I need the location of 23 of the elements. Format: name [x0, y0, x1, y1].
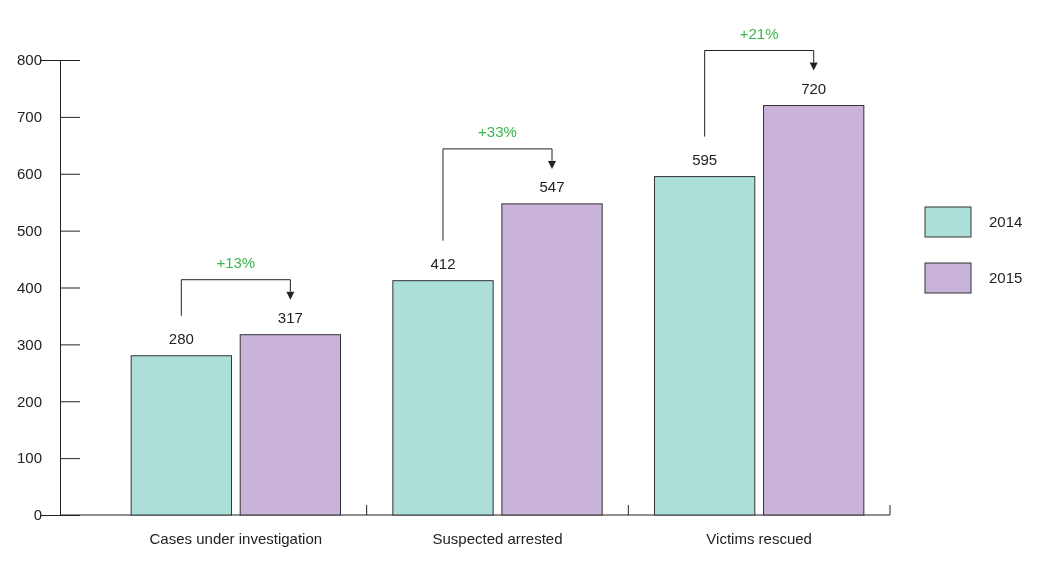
annotation: +33% — [478, 122, 517, 140]
y-tick-label: 500 — [16, 221, 42, 239]
y-tick-label: 300 — [16, 335, 42, 353]
x-tick-label: Victims rescued — [706, 529, 812, 547]
data-label: 720 — [801, 79, 827, 97]
data-label: 547 — [539, 177, 565, 195]
data-label: 412 — [430, 254, 456, 272]
y-tick-label: 700 — [16, 108, 42, 126]
legend-label: 2015 — [989, 269, 1023, 286]
y-tick-label: 200 — [16, 392, 42, 410]
annotation: +13% — [216, 253, 256, 271]
legend-label: 2014 — [989, 213, 1023, 230]
data-label: 280 — [168, 329, 194, 347]
y-tick-label: 100 — [16, 449, 42, 467]
x-tick-label: Cases under investigation — [149, 529, 323, 547]
x-tick-label: Suspected arrested — [432, 529, 563, 547]
y-tick-label: 0 — [33, 506, 42, 524]
text: +21% — [739, 24, 779, 42]
y-tick-label: 600 — [16, 165, 42, 183]
y-tick-label: 400 — [16, 278, 42, 296]
data-label: 595 — [692, 150, 718, 168]
y-tick-label: 800 — [16, 51, 42, 69]
data-label: 317 — [277, 308, 303, 326]
